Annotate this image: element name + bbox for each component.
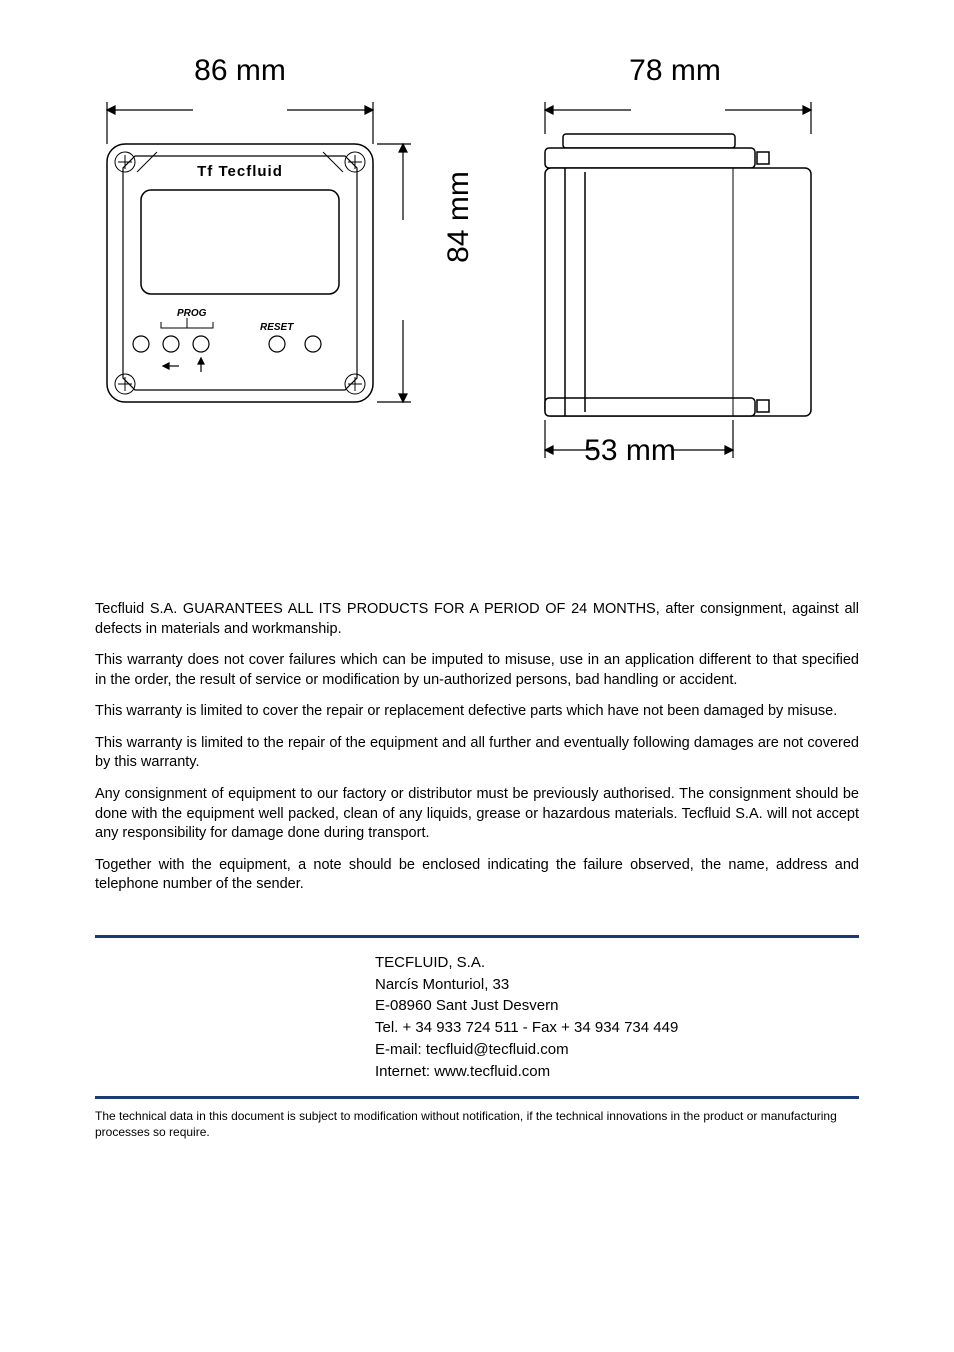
side-depth-dim: 53 mm <box>535 434 725 468</box>
prog-label: PROG <box>177 308 207 319</box>
warranty-p1: Tecfluid S.A. GUARANTEES ALL ITS PRODUCT… <box>95 600 859 639</box>
front-width-dim: 86 mm <box>95 54 385 88</box>
side-view-diagram: 78 mm 53 mm <box>535 90 835 490</box>
warranty-p4: This warranty is limited to the repair o… <box>95 734 859 773</box>
warranty-section: Tecfluid S.A. GUARANTEES ALL ITS PRODUCT… <box>95 600 859 895</box>
contact-address1: Narcís Monturiol, 33 <box>375 974 859 996</box>
warranty-p6: Together with the equipment, a note shou… <box>95 856 859 895</box>
front-view-svg: Tf Tecfluid PROG RESET <box>95 90 435 420</box>
warranty-p3: This warranty is limited to cover the re… <box>95 702 859 722</box>
reset-label: RESET <box>260 322 294 333</box>
front-height-dim: 84 mm <box>442 171 476 263</box>
contact-phone: Tel. + 34 933 724 511 - Fax + 34 934 734… <box>375 1017 859 1039</box>
page: 86 mm 84 mm <box>0 0 954 1200</box>
contact-web: Internet: www.tecfluid.com <box>375 1061 859 1083</box>
contact-address2: E-08960 Sant Just Desvern <box>375 995 859 1017</box>
contact-email: E-mail: tecfluid@tecfluid.com <box>375 1039 859 1061</box>
warranty-p2: This warranty does not cover failures wh… <box>95 651 859 690</box>
disclaimer: The technical data in this document is s… <box>95 1109 859 1140</box>
brand-text: Tf Tecfluid <box>197 163 283 180</box>
contact-company: TECFLUID, S.A. <box>375 952 859 974</box>
diagrams-row: 86 mm 84 mm <box>95 90 859 490</box>
contact-block: TECFLUID, S.A. Narcís Monturiol, 33 E-08… <box>95 935 859 1100</box>
side-width-dim: 78 mm <box>535 54 815 88</box>
front-view-diagram: 86 mm 84 mm <box>95 90 425 450</box>
warranty-p5: Any consignment of equipment to our fact… <box>95 785 859 844</box>
side-view-svg <box>535 90 835 490</box>
